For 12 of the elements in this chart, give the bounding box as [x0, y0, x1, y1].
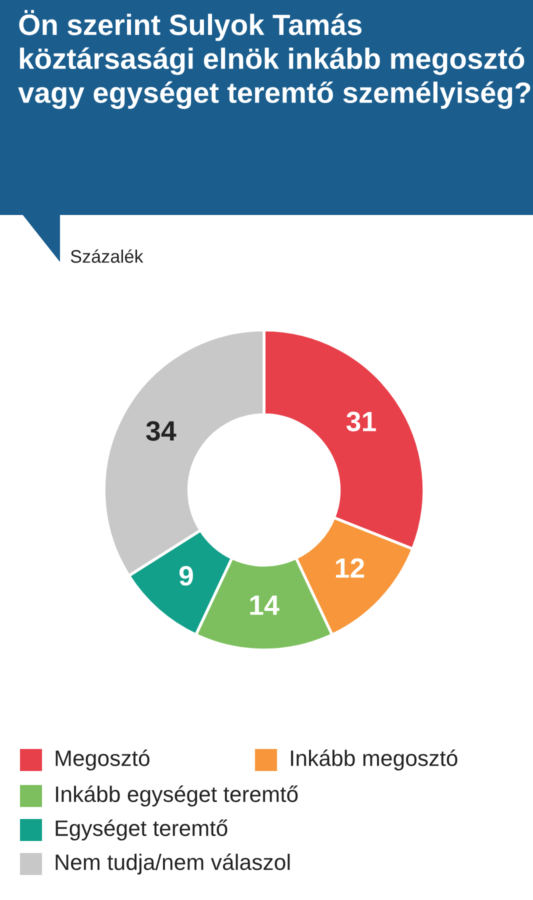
chart-subtitle: Százalék — [70, 249, 144, 263]
legend-label: Inkább egységet teremtő — [56, 786, 298, 806]
legend-label: Megosztó — [56, 750, 150, 770]
legend-label: Inkább megosztó — [291, 750, 458, 770]
legend-label: Nem tudja/nem válaszol — [56, 854, 290, 874]
chart-title: Ön szerint Sulyok Tamás köztársasági elnök inkább megosztó vagy egységet teremtő személyiség? — [18, 10, 530, 109]
legend-label: Egységet teremtő — [56, 820, 228, 840]
data-label: 14 — [250, 596, 280, 615]
data-label: 12 — [336, 558, 364, 578]
data-label: 9 — [179, 566, 193, 586]
data-label: 34 — [146, 421, 176, 441]
data-label: 31 — [346, 412, 376, 432]
